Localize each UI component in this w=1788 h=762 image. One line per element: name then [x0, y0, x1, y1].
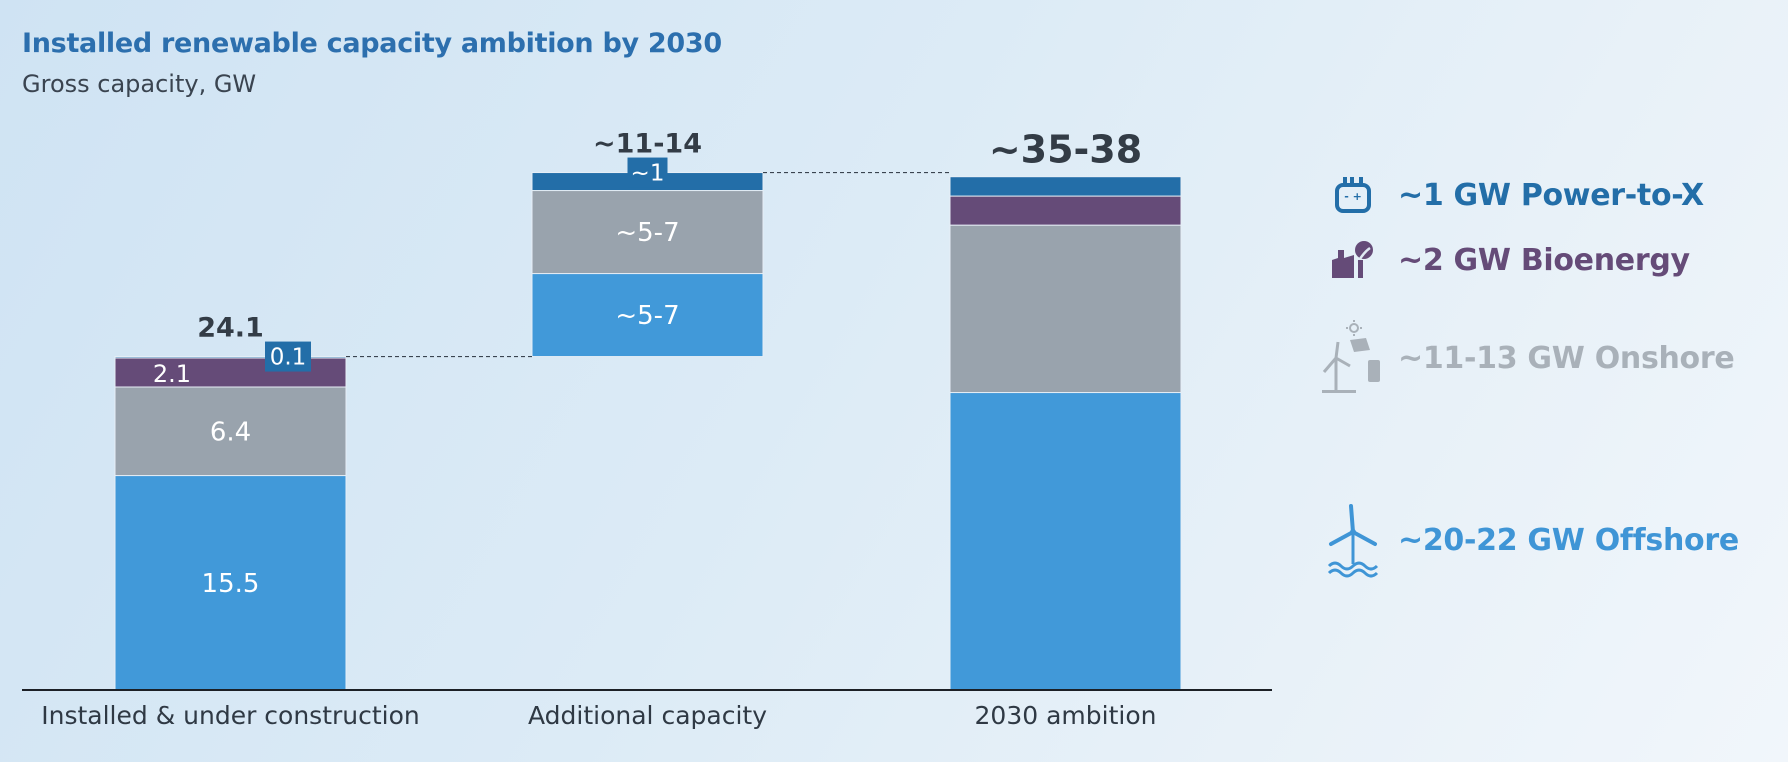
bar-segment-power-to-x — [949, 176, 1182, 197]
bar-segment-offshore — [114, 475, 347, 691]
legend-item-offshore: ~20-22 GW Offshore — [1320, 504, 1739, 578]
power-to-x-icon: - + — [1320, 165, 1386, 225]
data-label-offshore: ~5-7 — [615, 301, 679, 331]
bar-segment-bioenergy — [949, 195, 1182, 226]
bioenergy-icon — [1320, 230, 1386, 290]
bar-segment-power-to-x — [114, 356, 347, 359]
legend-label-offshore: ~20-22 GW Offshore — [1398, 522, 1739, 558]
data-label-onshore: ~5-7 — [615, 218, 679, 248]
bar-segment-onshore — [531, 190, 764, 275]
category-label: 2030 ambition — [975, 701, 1157, 730]
legend-label-bioenergy: ~2 GW Bioenergy — [1398, 242, 1690, 278]
chart-subtitle: Gross capacity, GW — [22, 70, 257, 98]
legend-item-power-to-x: - + ~1 GW Power-to-X — [1320, 165, 1704, 225]
data-label-box-power-to-x — [265, 341, 311, 372]
bar-segment-offshore — [531, 273, 764, 358]
data-label-offshore: 15.5 — [202, 569, 260, 599]
legend-label-power-to-x: ~1 GW Power-to-X — [1398, 177, 1704, 213]
data-label-power-to-x: ~1 — [631, 161, 665, 187]
waterfall-chart: 15.5 6.4 2.1 0.124.1 Installed & under const… — [22, 128, 1272, 730]
bar-segment-bioenergy — [114, 357, 347, 388]
svg-text:- +: - + — [1344, 190, 1362, 203]
data-label-bioenergy: 2.1 — [153, 360, 191, 388]
data-label-power-to-x: 0.1 — [270, 345, 307, 371]
total-label: 24.1 — [197, 313, 264, 344]
category-label: Additional capacity — [528, 701, 767, 730]
category-label: Installed & under construction — [41, 701, 420, 730]
bar-segment-onshore — [114, 386, 347, 477]
data-label-box-power-to-x — [627, 157, 668, 188]
chart-title: Installed renewable capacity ambition by… — [22, 28, 722, 59]
bar-segment-offshore — [949, 392, 1182, 691]
legend-label-onshore: ~11-13 GW Onshore — [1398, 340, 1735, 376]
legend-item-onshore: ~11-13 GW Onshore — [1320, 320, 1735, 393]
offshore-icon — [1320, 502, 1386, 578]
total-label: ~35-38 — [989, 128, 1142, 172]
legend-item-bioenergy: ~2 GW Bioenergy — [1320, 230, 1690, 290]
onshore-icon — [1320, 320, 1386, 396]
data-label-onshore: 6.4 — [210, 417, 251, 447]
bar-segment-onshore — [949, 224, 1182, 394]
total-label: ~11-14 — [593, 129, 702, 160]
